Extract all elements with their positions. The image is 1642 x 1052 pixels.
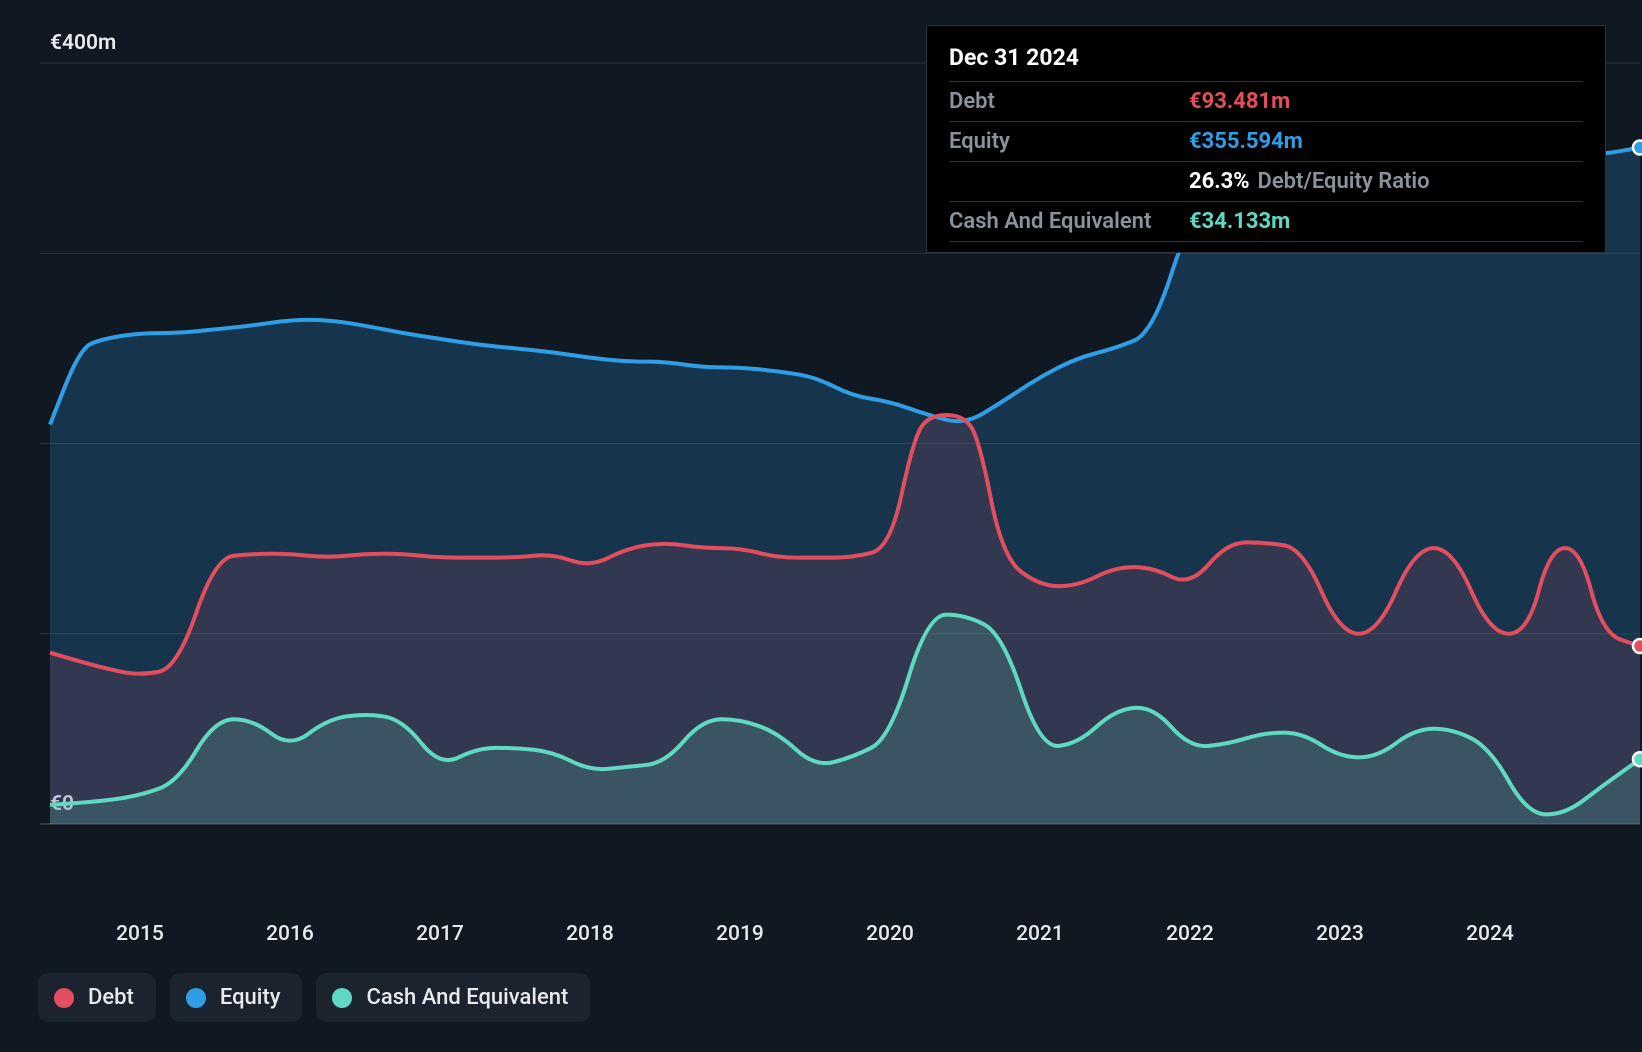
legend-swatch bbox=[186, 988, 206, 1008]
x-axis-label: 2019 bbox=[716, 922, 764, 946]
tooltip-ratio-row: 26.3% Debt/Equity Ratio bbox=[949, 161, 1583, 201]
y-axis-label: €400m bbox=[50, 31, 116, 55]
debt-equity-chart: €0€400m201520162017201820192020202120222… bbox=[0, 0, 1642, 1052]
x-axis-label: 2020 bbox=[866, 922, 914, 946]
tooltip-ratio-value: 26.3% bbox=[1189, 169, 1250, 194]
tooltip-row-value: €355.594m bbox=[1189, 129, 1303, 154]
debt-end-marker bbox=[1633, 639, 1642, 653]
x-axis-label: 2015 bbox=[116, 922, 164, 946]
tooltip-row: Equity€355.594m bbox=[949, 121, 1583, 161]
legend-label: Debt bbox=[88, 985, 134, 1010]
x-axis-label: 2023 bbox=[1316, 922, 1364, 946]
legend-label: Equity bbox=[220, 985, 281, 1010]
tooltip-date: Dec 31 2024 bbox=[949, 44, 1583, 71]
legend-label: Cash And Equivalent bbox=[366, 985, 568, 1010]
x-axis-label: 2018 bbox=[566, 922, 614, 946]
legend-swatch bbox=[54, 988, 74, 1008]
legend-swatch bbox=[332, 988, 352, 1008]
tooltip-row-label: Equity bbox=[949, 129, 1189, 154]
tooltip-row-value: €93.481m bbox=[1189, 89, 1290, 114]
x-axis-label: 2021 bbox=[1016, 922, 1064, 946]
tooltip-row: Debt€93.481m bbox=[949, 81, 1583, 121]
legend-item-cash[interactable]: Cash And Equivalent bbox=[316, 973, 590, 1022]
tooltip-row-value: €34.133m bbox=[1189, 209, 1290, 234]
tooltip-row: Cash And Equivalent€34.133m bbox=[949, 201, 1583, 241]
x-axis-label: 2017 bbox=[416, 922, 464, 946]
legend-item-equity[interactable]: Equity bbox=[170, 973, 303, 1022]
chart-legend: Debt Equity Cash And Equivalent bbox=[38, 973, 590, 1022]
cash-end-marker bbox=[1633, 752, 1642, 766]
x-axis-label: 2024 bbox=[1466, 922, 1514, 946]
x-axis-label: 2016 bbox=[266, 922, 314, 946]
equity-end-marker bbox=[1633, 141, 1642, 155]
chart-tooltip: Dec 31 2024 Debt€93.481mEquity€355.594m … bbox=[926, 25, 1606, 253]
tooltip-row-label: Cash And Equivalent bbox=[949, 209, 1189, 234]
tooltip-ratio-label: Debt/Equity Ratio bbox=[1258, 169, 1430, 194]
x-axis-label: 2022 bbox=[1166, 922, 1214, 946]
tooltip-row-label: Debt bbox=[949, 89, 1189, 114]
legend-item-debt[interactable]: Debt bbox=[38, 973, 156, 1022]
